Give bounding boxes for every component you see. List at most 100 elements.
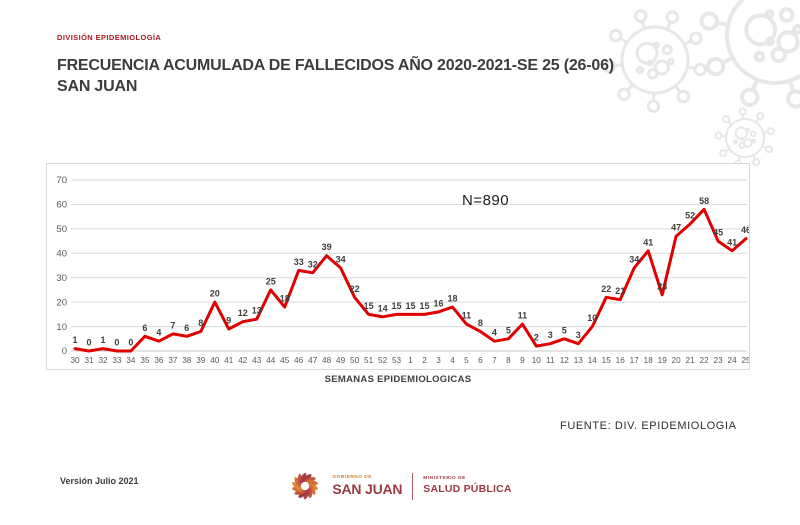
svg-text:14: 14: [588, 356, 598, 365]
svg-text:5: 5: [562, 325, 567, 335]
svg-text:7: 7: [492, 356, 497, 365]
svg-text:9: 9: [520, 356, 525, 365]
svg-text:8: 8: [198, 318, 203, 328]
svg-text:32: 32: [308, 259, 318, 269]
svg-text:6: 6: [184, 323, 189, 333]
svg-text:21: 21: [686, 356, 696, 365]
svg-text:40: 40: [210, 356, 220, 365]
gobierno-logo-text: GOBIERNO DE SAN JUAN: [332, 474, 402, 497]
svg-text:47: 47: [671, 223, 681, 233]
svg-text:39: 39: [322, 242, 332, 252]
svg-text:12: 12: [560, 356, 570, 365]
svg-text:25: 25: [741, 356, 749, 365]
ministerio-name-label: SALUD PÚBLICA: [423, 483, 512, 496]
svg-text:39: 39: [196, 356, 206, 365]
svg-text:23: 23: [714, 356, 724, 365]
svg-text:60: 60: [56, 200, 67, 211]
svg-text:45: 45: [280, 356, 290, 365]
svg-text:20: 20: [210, 289, 220, 299]
svg-text:0: 0: [62, 346, 67, 357]
version-label: Versión Julio 2021: [60, 476, 139, 486]
svg-text:47: 47: [308, 356, 318, 365]
svg-text:51: 51: [364, 356, 374, 365]
svg-text:6: 6: [478, 356, 483, 365]
svg-text:0: 0: [128, 338, 133, 348]
x-axis-title: SEMANAS EPIDEMIOLOGICAS: [324, 374, 472, 385]
svg-text:41: 41: [224, 356, 234, 365]
svg-text:38: 38: [182, 356, 192, 365]
svg-text:45: 45: [713, 228, 723, 238]
svg-text:48: 48: [322, 356, 332, 365]
svg-text:22: 22: [350, 284, 360, 294]
svg-text:5: 5: [506, 325, 511, 335]
svg-text:15: 15: [364, 301, 374, 311]
svg-text:15: 15: [602, 356, 612, 365]
svg-text:9: 9: [226, 316, 231, 326]
svg-text:35: 35: [140, 356, 150, 365]
svg-text:13: 13: [252, 306, 262, 316]
svg-text:37: 37: [168, 356, 178, 365]
svg-text:34: 34: [629, 254, 639, 264]
svg-text:18: 18: [280, 294, 290, 304]
svg-text:20: 20: [672, 356, 682, 365]
svg-text:4: 4: [492, 328, 497, 338]
svg-text:22: 22: [700, 356, 710, 365]
svg-text:7: 7: [170, 320, 175, 330]
gobierno-small-label: GOBIERNO DE: [332, 474, 372, 480]
svg-text:53: 53: [392, 356, 402, 365]
svg-text:46: 46: [294, 356, 304, 365]
svg-text:2: 2: [534, 333, 539, 343]
svg-text:40: 40: [56, 249, 67, 260]
svg-text:42: 42: [238, 356, 248, 365]
svg-text:70: 70: [56, 175, 67, 186]
logo-divider: [412, 472, 414, 500]
svg-text:1: 1: [72, 335, 77, 345]
svg-text:30: 30: [70, 356, 80, 365]
svg-text:34: 34: [336, 254, 346, 264]
footer-logo: GOBIERNO DE SAN JUAN MINISTERIO DE SALUD…: [0, 464, 800, 508]
svg-text:3: 3: [436, 356, 441, 365]
svg-text:11: 11: [546, 356, 555, 365]
svg-text:3: 3: [548, 330, 553, 340]
svg-text:24: 24: [728, 356, 738, 365]
svg-text:1: 1: [408, 356, 413, 365]
frequency-line-chart: 0 10 20 30 40 50 60 70 1 0 1 0 0 6 4 7 6 8 20 9 12 13 25 18 33 32…: [46, 163, 750, 370]
svg-text:17: 17: [630, 356, 640, 365]
svg-text:11: 11: [462, 311, 472, 321]
svg-text:15: 15: [391, 301, 401, 311]
svg-text:15: 15: [405, 301, 415, 311]
page-title: FRECUENCIA ACUMULADA DE FALLECIDOS AÑO 2…: [57, 57, 614, 95]
svg-text:3: 3: [576, 330, 581, 340]
svg-text:1: 1: [100, 335, 105, 345]
svg-text:50: 50: [350, 356, 360, 365]
division-label: DIVISIÓN EPIDEMIOLOGÍA: [57, 33, 162, 42]
svg-text:0: 0: [114, 338, 119, 348]
svg-text:52: 52: [685, 211, 695, 221]
svg-text:5: 5: [464, 356, 469, 365]
svg-text:31: 31: [84, 356, 94, 365]
svg-text:34: 34: [126, 356, 136, 365]
svg-text:11: 11: [518, 311, 528, 321]
svg-text:25: 25: [266, 276, 276, 286]
svg-text:52: 52: [378, 356, 388, 365]
svg-text:0: 0: [86, 338, 91, 348]
svg-text:41: 41: [727, 237, 737, 247]
svg-text:49: 49: [336, 356, 346, 365]
svg-text:4: 4: [156, 328, 161, 338]
svg-text:30: 30: [56, 273, 67, 284]
source-label: FUENTE: DIV. EPIDEMIOLOGIA: [560, 420, 737, 432]
svg-text:20: 20: [56, 297, 67, 308]
svg-text:41: 41: [643, 237, 653, 247]
svg-text:44: 44: [266, 356, 276, 365]
svg-text:13: 13: [574, 356, 584, 365]
svg-text:21: 21: [615, 286, 625, 296]
svg-text:14: 14: [378, 303, 388, 313]
svg-text:N=890: N=890: [462, 192, 509, 209]
svg-text:18: 18: [644, 356, 654, 365]
svg-text:33: 33: [112, 356, 122, 365]
svg-text:58: 58: [699, 196, 709, 206]
svg-text:43: 43: [252, 356, 262, 365]
svg-text:19: 19: [658, 356, 668, 365]
